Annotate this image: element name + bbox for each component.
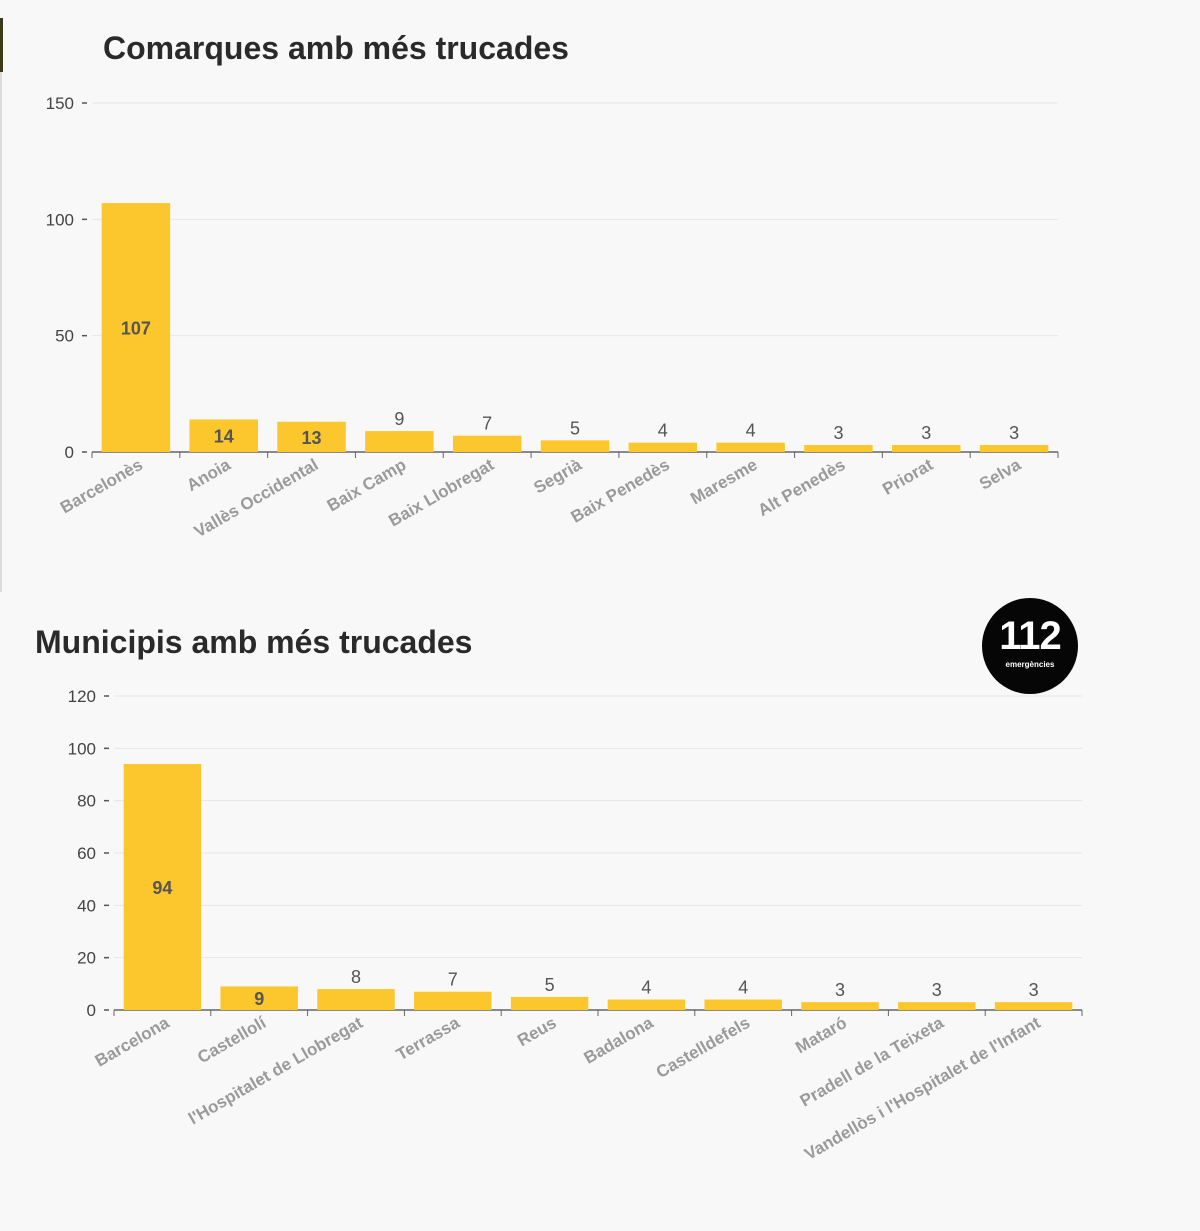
comarques-bar bbox=[716, 442, 785, 452]
municipis-category-label: Badalona bbox=[581, 1013, 657, 1068]
municipis-ytick-label: 40 bbox=[77, 896, 96, 915]
comarques-data-label: 107 bbox=[121, 319, 151, 339]
municipis-data-label: 3 bbox=[932, 980, 942, 1000]
municipis-ytick-label: 20 bbox=[77, 949, 96, 968]
comarques-bar bbox=[540, 440, 610, 452]
edge-marker bbox=[0, 18, 3, 72]
municipis-category-label: Castelldefels bbox=[653, 1013, 753, 1082]
municipis-data-label: 3 bbox=[835, 980, 845, 1000]
municipis-bar bbox=[801, 1002, 879, 1010]
municipis-data-label: 8 bbox=[351, 967, 361, 987]
municipis-bar bbox=[220, 986, 298, 1010]
municipis-ytick-label: 80 bbox=[77, 792, 96, 811]
edge-divider bbox=[0, 72, 2, 592]
comarques-bar bbox=[628, 442, 698, 452]
municipis-data-label: 4 bbox=[641, 978, 651, 998]
logo-subtitle: emergències bbox=[1005, 660, 1055, 669]
municipis-category-label: Terrassa bbox=[393, 1013, 463, 1065]
comarques-bar bbox=[979, 445, 1049, 452]
municipis-bar bbox=[607, 999, 686, 1010]
comarques-data-label: 13 bbox=[302, 428, 322, 448]
logo-112-emergencies: 112 emergències bbox=[982, 598, 1078, 694]
municipis-bar bbox=[414, 991, 492, 1010]
comarques-bar bbox=[277, 421, 346, 452]
chart-title-comarques: Comarques amb més trucades bbox=[103, 30, 569, 66]
municipis-data-label: 5 bbox=[545, 975, 555, 995]
comarques-bar bbox=[452, 435, 522, 452]
municipis-category-label: l'Hospitalet de Llobregat bbox=[185, 1013, 366, 1128]
municipis-category-label: Barcelona bbox=[92, 1013, 173, 1071]
municipis-category-label: Reus bbox=[514, 1013, 560, 1050]
comarques-data-label: 4 bbox=[746, 421, 756, 441]
municipis-ytick-label: 100 bbox=[68, 739, 96, 758]
municipis-data-label: 94 bbox=[152, 878, 172, 898]
comarques-bar bbox=[365, 431, 434, 452]
chart-title-municipis: Municipis amb més trucades bbox=[35, 624, 473, 660]
municipis-category-label: Castellolí bbox=[194, 1012, 270, 1067]
municipis-category-label: Mataró bbox=[792, 1013, 850, 1057]
comarques-ytick-label: 100 bbox=[46, 210, 74, 229]
municipis-data-label: 9 bbox=[254, 989, 264, 1009]
municipis-ytick-label: 0 bbox=[87, 1001, 96, 1020]
comarques-data-label: 3 bbox=[833, 423, 843, 443]
municipis-bar bbox=[898, 1002, 976, 1010]
municipis-bar bbox=[317, 989, 395, 1010]
comarques-data-label: 14 bbox=[214, 427, 234, 447]
comarques-bar bbox=[101, 203, 171, 452]
comarques-ytick-label: 150 bbox=[46, 94, 74, 113]
municipis-data-label: 4 bbox=[738, 978, 748, 998]
municipis-bar bbox=[704, 999, 782, 1010]
municipis-bar bbox=[123, 764, 202, 1010]
comarques-bar bbox=[189, 419, 258, 452]
comarques-data-label: 4 bbox=[658, 421, 668, 441]
comarques-data-label: 3 bbox=[921, 423, 931, 443]
municipis-bar bbox=[994, 1002, 1073, 1010]
municipis-ytick-label: 120 bbox=[68, 687, 96, 706]
comarques-ytick-label: 0 bbox=[65, 443, 74, 462]
municipis-bar bbox=[510, 996, 589, 1010]
comarques-bar bbox=[892, 445, 961, 452]
comarques-ytick-label: 50 bbox=[55, 327, 74, 346]
municipis-data-label: 7 bbox=[448, 970, 458, 990]
comarques-data-label: 7 bbox=[482, 414, 492, 434]
municipis-data-label: 3 bbox=[1029, 980, 1039, 1000]
municipis-ytick-label: 60 bbox=[77, 844, 96, 863]
comarques-bar bbox=[804, 445, 873, 452]
logo-number: 112 bbox=[999, 614, 1062, 658]
comarques-data-label: 9 bbox=[394, 409, 404, 429]
comarques-data-label: 5 bbox=[570, 418, 580, 438]
comarques-data-label: 3 bbox=[1009, 423, 1019, 443]
